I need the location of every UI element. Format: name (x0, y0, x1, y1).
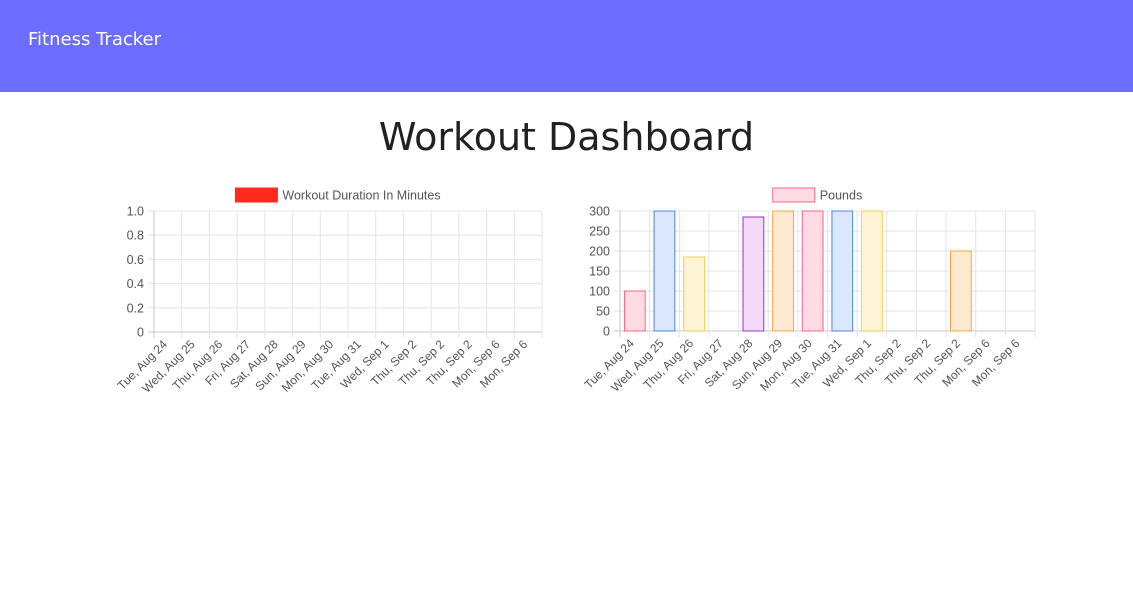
y-tick-label: 250 (589, 225, 610, 239)
bar[interactable] (742, 216, 765, 332)
y-tick-label: 0.4 (127, 277, 144, 291)
legend-label: Pounds (820, 189, 862, 203)
bar[interactable] (801, 210, 824, 332)
y-tick-label: 1.0 (127, 205, 144, 219)
bar[interactable] (623, 290, 646, 332)
y-tick-label: 100 (589, 285, 610, 299)
bar[interactable] (861, 210, 883, 332)
grid-lines (614, 210, 1036, 337)
y-tick-label: 300 (589, 205, 610, 219)
grid-lines (148, 210, 543, 338)
bar[interactable] (772, 210, 794, 332)
bar[interactable] (653, 210, 676, 332)
y-tick-label: 200 (589, 245, 610, 259)
y-tick-label: 0.2 (127, 301, 144, 315)
y-tick-label: 0.6 (127, 253, 144, 267)
y-tick-label: 0.8 (127, 229, 144, 243)
y-tick-label: 0 (603, 325, 610, 339)
page-title: Workout Dashboard (378, 115, 755, 159)
legend-swatch[interactable] (234, 187, 278, 203)
bar[interactable] (950, 250, 972, 332)
brand-link[interactable]: Fitness Tracker (28, 29, 161, 50)
y-tick-label: 50 (596, 305, 610, 319)
bar[interactable] (683, 256, 705, 332)
bar[interactable] (831, 210, 854, 332)
navbar: Fitness Tracker (0, 0, 1133, 92)
y-tick-label: 150 (589, 265, 610, 279)
legend-swatch[interactable] (772, 187, 816, 203)
y-tick-label: 0 (137, 326, 144, 340)
legend-label: Workout Duration In Minutes (282, 189, 440, 203)
